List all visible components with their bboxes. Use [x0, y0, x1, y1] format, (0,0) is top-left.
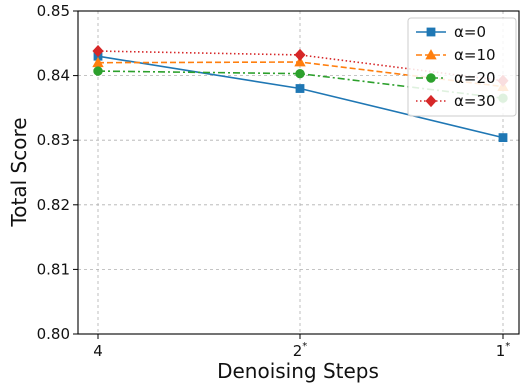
x-tick-base: 2 — [293, 342, 303, 360]
data-point — [294, 56, 306, 67]
x-axis-label: Denoising Steps — [217, 359, 379, 383]
plot-frame — [77, 10, 520, 335]
legend-marker — [426, 73, 436, 83]
data-point — [93, 66, 103, 76]
data-point — [498, 133, 508, 143]
x-tick-label: 4 — [93, 342, 103, 360]
x-tick-superscript: * — [302, 341, 307, 352]
legend-box — [407, 17, 517, 117]
legend-label: α=0 — [454, 23, 486, 41]
legend-entry-alpha-30: α=30 — [416, 92, 496, 110]
data-point — [294, 48, 306, 62]
legend-label: α=30 — [454, 92, 496, 110]
y-tick-label: 0.83 — [37, 131, 70, 149]
legend-marker — [425, 94, 437, 108]
legend-marker — [426, 27, 436, 37]
x-tick-base: 4 — [93, 342, 103, 360]
legend-entry-alpha-20: α=20 — [416, 69, 496, 87]
legend-entry-alpha-0: α=0 — [416, 23, 486, 41]
data-point — [295, 68, 305, 79]
legend-label: α=10 — [454, 46, 496, 64]
data-point — [295, 84, 305, 93]
x-tick-label: 2* — [293, 341, 308, 360]
x-tick-superscript: * — [505, 341, 510, 352]
y-tick-label: 0.85 — [37, 2, 70, 20]
y-tick-label: 0.84 — [37, 67, 70, 85]
y-tick-label: 0.82 — [37, 196, 70, 214]
x-tick-base: 1 — [496, 342, 506, 360]
data-point — [92, 44, 104, 58]
y-axis-label: Total Score — [7, 117, 31, 227]
legend-label: α=20 — [454, 69, 496, 87]
x-tick-label: 1* — [496, 341, 511, 360]
ticks-layer: 0.800.810.820.830.840.854 2* 1* — [37, 2, 511, 360]
legend: α=0 α=10 α=20 α=30 — [407, 17, 517, 117]
y-tick-label: 0.81 — [37, 260, 70, 278]
legend-entry-alpha-10: α=10 — [416, 46, 496, 64]
legend-marker — [425, 49, 437, 60]
y-tick-label: 0.80 — [37, 325, 70, 343]
